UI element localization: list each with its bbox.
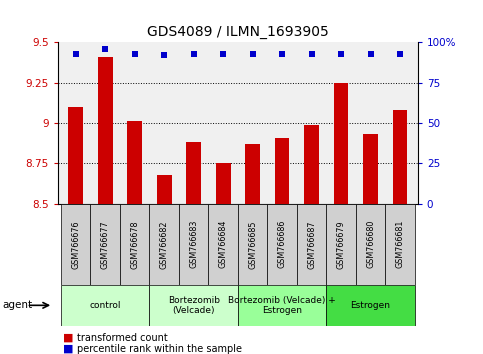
Point xyxy=(278,51,286,57)
Bar xyxy=(385,204,415,285)
Bar xyxy=(216,163,230,204)
Bar xyxy=(393,110,408,204)
Point xyxy=(101,46,109,52)
Text: GSM766682: GSM766682 xyxy=(160,220,169,269)
Bar xyxy=(245,144,260,204)
Text: ■: ■ xyxy=(63,333,73,343)
Text: transformed count: transformed count xyxy=(77,333,168,343)
Point xyxy=(308,51,315,57)
Bar xyxy=(304,125,319,204)
Text: GSM766686: GSM766686 xyxy=(278,220,286,268)
Point xyxy=(190,51,198,57)
Bar xyxy=(90,204,120,285)
Bar xyxy=(179,204,208,285)
Point xyxy=(396,51,404,57)
Point xyxy=(160,52,168,58)
Text: GSM766684: GSM766684 xyxy=(219,220,227,268)
Bar xyxy=(363,134,378,204)
Text: GSM766676: GSM766676 xyxy=(71,220,80,269)
Bar xyxy=(98,57,113,204)
Text: GSM766687: GSM766687 xyxy=(307,220,316,269)
Text: GSM766678: GSM766678 xyxy=(130,220,139,269)
Bar xyxy=(128,121,142,204)
Text: GSM766683: GSM766683 xyxy=(189,220,198,268)
Bar xyxy=(297,204,327,285)
Point xyxy=(219,51,227,57)
Point xyxy=(367,51,374,57)
Bar xyxy=(149,204,179,285)
Bar xyxy=(61,285,149,326)
Text: GSM766680: GSM766680 xyxy=(366,220,375,268)
Bar xyxy=(186,142,201,204)
Point xyxy=(337,51,345,57)
Text: GSM766685: GSM766685 xyxy=(248,220,257,269)
Bar xyxy=(327,285,415,326)
Bar xyxy=(157,175,171,204)
Bar xyxy=(149,285,238,326)
Text: Estrogen: Estrogen xyxy=(351,301,391,310)
Text: percentile rank within the sample: percentile rank within the sample xyxy=(77,344,242,354)
Bar xyxy=(268,204,297,285)
Bar xyxy=(327,204,356,285)
Bar xyxy=(356,204,385,285)
Bar xyxy=(238,204,268,285)
Bar xyxy=(68,107,83,204)
Point xyxy=(249,51,256,57)
Text: GSM766677: GSM766677 xyxy=(100,220,110,269)
Text: control: control xyxy=(89,301,121,310)
Text: GSM766679: GSM766679 xyxy=(337,220,346,269)
Point xyxy=(131,51,139,57)
Bar xyxy=(275,137,289,204)
Title: GDS4089 / ILMN_1693905: GDS4089 / ILMN_1693905 xyxy=(147,25,329,39)
Bar xyxy=(238,285,327,326)
Text: ■: ■ xyxy=(63,344,73,354)
Text: GSM766681: GSM766681 xyxy=(396,220,405,268)
Point xyxy=(72,51,80,57)
Bar xyxy=(334,83,348,204)
Text: agent: agent xyxy=(2,300,32,310)
Text: Bortezomib (Velcade) +
Estrogen: Bortezomib (Velcade) + Estrogen xyxy=(228,296,336,315)
Bar xyxy=(61,204,90,285)
Bar xyxy=(120,204,149,285)
Bar xyxy=(208,204,238,285)
Text: Bortezomib
(Velcade): Bortezomib (Velcade) xyxy=(168,296,220,315)
